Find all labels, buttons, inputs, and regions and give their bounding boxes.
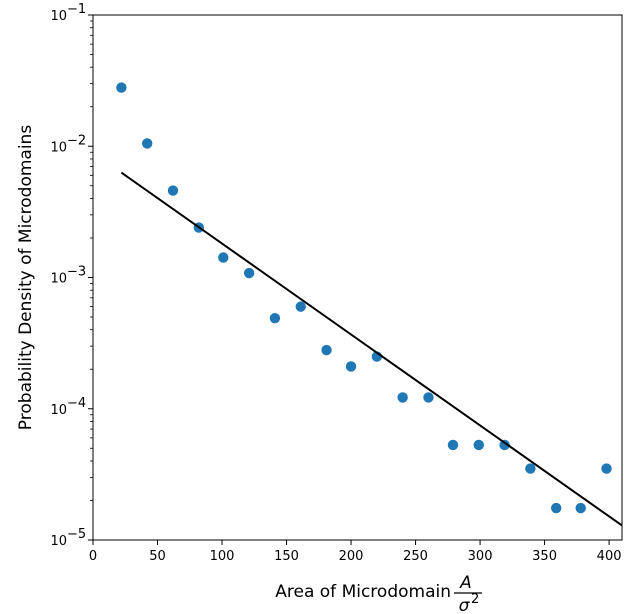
fit-line — [120, 171, 622, 527]
x-axis-label: Area of Microdomain — [275, 582, 451, 602]
scatter-point-5 — [243, 267, 255, 279]
scatter-point-4 — [218, 252, 229, 263]
y-tick-label-exponent-4: −1 — [67, 2, 86, 17]
x-axis-fraction-numerator: A — [459, 573, 472, 593]
x-axis-fraction-denominator: σ — [459, 596, 471, 614]
scatter-point-1 — [141, 138, 153, 149]
scatter-point-14 — [473, 439, 484, 451]
x-tick-label-7: 350 — [532, 549, 557, 564]
y-tick-label-2: 10 — [50, 272, 67, 287]
scatter-point-19 — [601, 463, 612, 474]
x-tick-label-6: 300 — [468, 549, 493, 564]
plot-marks — [116, 82, 622, 527]
x-tick-label-0: 0 — [89, 549, 97, 564]
y-tick-label-1: 10 — [50, 403, 67, 418]
scatter-point-17 — [550, 502, 562, 514]
scatter-point-12 — [423, 392, 434, 403]
x-tick-label-3: 150 — [274, 549, 299, 564]
scatter-point-18 — [575, 502, 586, 514]
y-tick-label-4: 10 — [50, 9, 67, 24]
y-axis-ticks: 10−510−410−310−210−1 — [50, 2, 93, 549]
scatter-point-9 — [345, 361, 357, 372]
x-tick-label-2: 100 — [210, 549, 235, 564]
scatter-point-13 — [447, 439, 459, 451]
scatter-point-16 — [525, 463, 536, 474]
scatter-point-0 — [116, 82, 127, 93]
y-tick-label-exponent-0: −5 — [67, 527, 86, 542]
x-axis-fraction-exponent: 2 — [471, 592, 479, 607]
x-axis-label-fraction: A σ 2 — [454, 573, 482, 614]
y-axis-label: Probability Density of Microdomains — [16, 125, 36, 431]
y-tick-label-3: 10 — [50, 140, 67, 155]
scatter-point-2 — [167, 185, 179, 196]
y-tick-label-exponent-2: −3 — [67, 265, 86, 280]
scatter-point-11 — [397, 392, 408, 403]
x-axis-ticks: 0 50 100 150 200 250 300 350 400 — [89, 540, 622, 564]
scatter-point-15 — [499, 439, 510, 451]
plot-frame — [92, 14, 623, 541]
scatter-point-6 — [269, 312, 281, 324]
scatter-point-8 — [321, 344, 332, 356]
x-tick-label-8: 400 — [597, 549, 622, 564]
y-tick-label-exponent-1: −4 — [67, 396, 86, 411]
x-tick-label-5: 250 — [403, 549, 428, 564]
x-tick-label-4: 200 — [339, 549, 364, 564]
y-tick-label-0: 10 — [50, 534, 67, 549]
y-tick-label-exponent-3: −2 — [67, 133, 86, 148]
scatter-point-7 — [295, 301, 306, 312]
x-tick-label-1: 50 — [149, 549, 166, 564]
